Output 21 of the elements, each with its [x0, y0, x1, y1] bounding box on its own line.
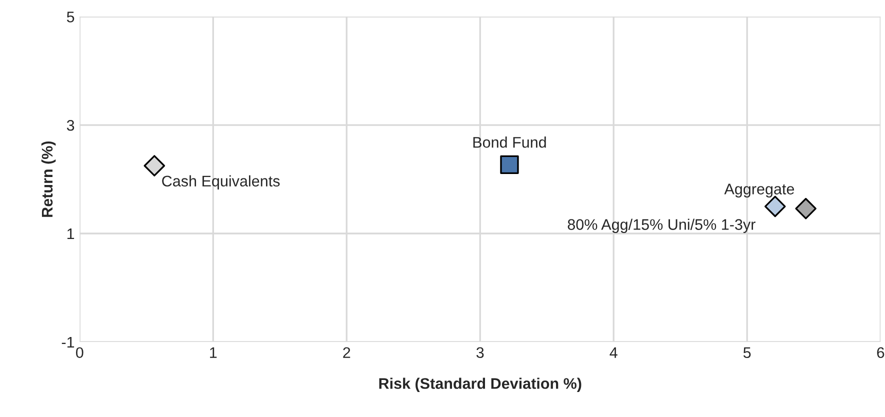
point [795, 198, 816, 220]
x-tick-label: 5 [743, 347, 751, 358]
x-tick-label: 0 [76, 347, 84, 358]
y-tick-label: 5 [66, 12, 74, 22]
x-tick-label: 1 [210, 347, 217, 358]
point [764, 196, 786, 218]
x-tick-label: 3 [476, 347, 484, 358]
x-tick-label: 4 [610, 347, 618, 358]
series-label: Bond Fund [473, 136, 546, 148]
y-tick-label: 3 [66, 120, 74, 131]
y-tick-label: -1 [62, 336, 74, 348]
series-label: 80% Agg/15% Uni/5% 1-3yr [568, 218, 756, 233]
series-label: Cash Equivalents [162, 175, 280, 190]
y-tick-label: 1 [67, 228, 74, 240]
x-tick-label: 2 [343, 347, 350, 358]
series-label: Aggregate [724, 184, 794, 198]
point [144, 155, 166, 176]
point [500, 155, 519, 174]
y-axis-title: Return (%) [41, 141, 56, 217]
x-tick-label: 6 [877, 347, 884, 358]
x-axis-title: Risk (Standard Deviation %) [379, 378, 582, 392]
